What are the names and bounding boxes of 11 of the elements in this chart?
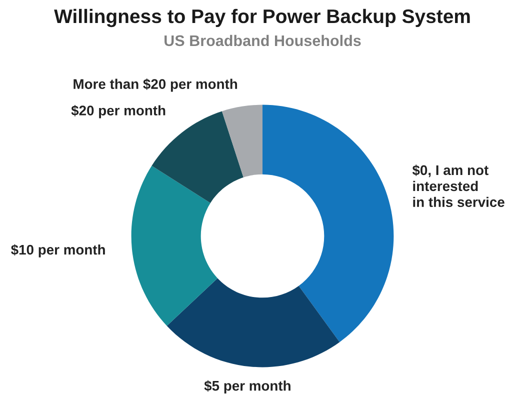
slice-label: $20 per month [71,105,166,118]
donut-slice [222,104,262,178]
donut-slice [262,104,394,342]
slice-label: $0, I am not interested in this service [412,164,504,208]
chart-subtitle: US Broadband Households [164,34,361,46]
chart-title: Willingness to Pay for Power Backup System [54,8,470,28]
slice-label: $10 per month [11,244,105,258]
donut-slice [131,166,218,326]
slice-label: More than $20 per month [74,78,238,92]
donut-slice [166,278,340,368]
slice-label: $5 per month [204,380,290,394]
